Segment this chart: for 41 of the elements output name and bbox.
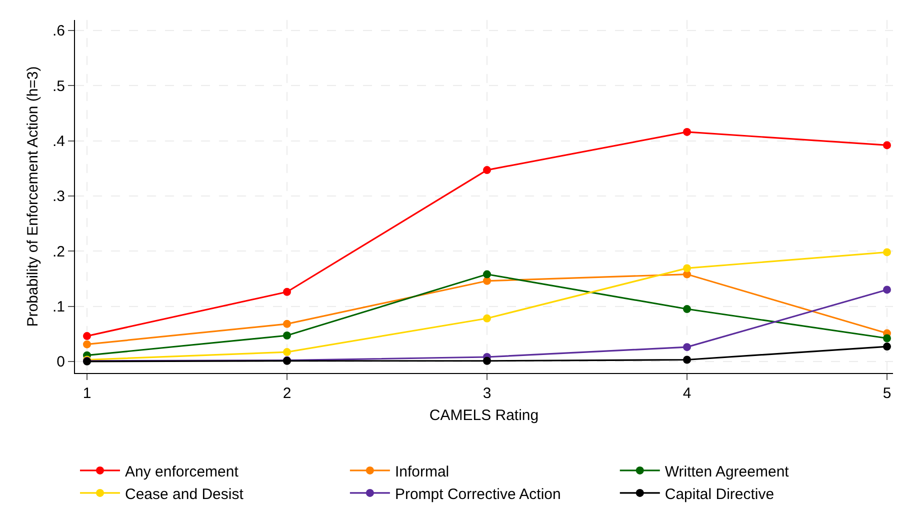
point <box>883 334 891 342</box>
x-tick-label: 3 <box>482 385 492 402</box>
x-tick-label: 4 <box>682 385 692 402</box>
point <box>283 320 291 328</box>
y-tick-label: .5 <box>52 78 65 95</box>
legend-label: Prompt Corrective Action <box>394 486 561 503</box>
legend-label: Cease and Desist <box>125 486 244 503</box>
point <box>683 128 691 136</box>
legend-label: Written Agreement <box>664 463 790 480</box>
point <box>883 286 891 294</box>
legend-label: Capital Directive <box>664 486 774 503</box>
y-tick-label: .1 <box>52 298 65 316</box>
point <box>283 288 291 296</box>
legend-label: Informal <box>394 463 450 480</box>
point <box>483 314 491 322</box>
x-tick-label: 2 <box>282 385 292 402</box>
y-tick-label: .4 <box>52 133 65 150</box>
point <box>483 276 491 285</box>
y-tick-label: .3 <box>52 188 65 206</box>
point <box>483 166 491 174</box>
point <box>883 141 891 150</box>
point <box>83 332 91 340</box>
point <box>483 356 491 365</box>
point <box>83 340 91 348</box>
y-tick-label: .6 <box>52 22 65 40</box>
point <box>683 343 691 352</box>
point <box>883 342 891 351</box>
y-tick-label: .2 <box>52 243 65 260</box>
point <box>683 305 691 314</box>
point <box>683 264 691 272</box>
point <box>483 270 491 278</box>
x-tick-label: 1 <box>82 385 92 402</box>
y-axis-title: Probability of Enforcement Action (h=3) <box>24 66 42 327</box>
point <box>883 248 891 256</box>
y-tick-label: 0 <box>56 354 65 371</box>
point <box>283 348 291 356</box>
legend-label: Any enforcement <box>125 463 240 480</box>
point <box>283 331 291 340</box>
point <box>683 356 691 364</box>
x-tick-label: 5 <box>882 385 892 402</box>
x-axis-title: CAMELS Rating <box>429 407 539 424</box>
